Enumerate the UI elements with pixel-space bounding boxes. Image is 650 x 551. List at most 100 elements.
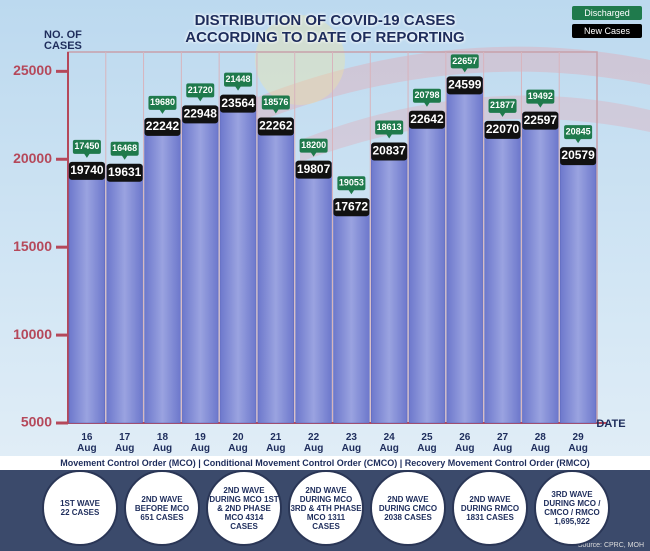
- source: Source: CPRC, MOH: [577, 542, 644, 549]
- discharged-label: 22657: [452, 56, 477, 66]
- value-label: 22642: [410, 112, 444, 126]
- bar: [522, 113, 559, 424]
- flag-sun: [255, 15, 345, 105]
- wave-line: 2ND WAVE: [141, 494, 183, 504]
- value-label: 22948: [184, 107, 218, 121]
- bar: [68, 163, 106, 424]
- value-label-box: [295, 160, 332, 179]
- discharged-label: 21720: [188, 85, 213, 95]
- value-label: 20579: [561, 148, 595, 162]
- x-tick-label: 29 Aug: [568, 432, 588, 454]
- wave-circle: 2ND WAVE DURING MCO 1ST & 2ND PHASE MCO 431…: [206, 470, 282, 546]
- value-label: 23564: [221, 96, 255, 110]
- wave-circle: 2ND WAVE DURING CMCO 2038 CASES: [370, 470, 446, 546]
- wave-line: 2ND WAVE: [469, 494, 511, 504]
- y-tick-label: 20000: [13, 150, 52, 166]
- value-label-box: [68, 161, 105, 180]
- wave-line: 22 CASES: [60, 508, 100, 517]
- value-label-box: [144, 117, 181, 136]
- discharged-label: 18200: [301, 140, 326, 150]
- footer-band: [0, 456, 650, 470]
- discharged-tag-pointer: [386, 134, 393, 139]
- wave-line: CASES: [312, 521, 340, 531]
- x-tick-label: 26 Aug: [455, 432, 475, 454]
- discharged-tag-pointer: [499, 112, 506, 117]
- y-axis-label: NO. OF CASES: [44, 29, 82, 52]
- bar: [257, 119, 294, 424]
- discharged-tag-pointer: [348, 189, 355, 195]
- value-label: 22262: [259, 119, 293, 133]
- value-label: 24599: [448, 78, 482, 92]
- wave-circle: 2ND WAVE BEFORE MCO 651 CASES: [124, 470, 200, 546]
- value-label: 19807: [297, 162, 331, 176]
- legend: Discharged New Cases: [572, 6, 642, 42]
- discharged-label: 17450: [74, 141, 99, 151]
- value-label-box: [560, 147, 597, 166]
- discharged-label: 18576: [263, 97, 288, 107]
- legend-entry: Discharged: [572, 6, 642, 20]
- value-label: 19631: [108, 165, 142, 179]
- wave-line: 3RD WAVE: [551, 490, 593, 499]
- discharged-label: 19680: [150, 97, 175, 107]
- discharged-tag: [375, 120, 404, 135]
- value-label-box: [371, 142, 408, 161]
- discharged-tag: [564, 125, 593, 140]
- value-label-box: [220, 94, 257, 113]
- x-tick-label: 20 Aug: [228, 432, 248, 454]
- discharged-tag: [261, 95, 290, 110]
- x-axis-label: DATE: [596, 418, 626, 430]
- y-tick-label: 15000: [13, 238, 52, 254]
- bar: [446, 78, 483, 424]
- wave-line: & 2ND PHASE: [217, 503, 271, 513]
- wave-circle: 1ST WAVE 22 CASES: [42, 470, 118, 546]
- discharged-tag-pointer: [272, 108, 279, 114]
- value-label: 22597: [524, 113, 558, 127]
- bar: [408, 112, 446, 424]
- x-tick-label: 25 Aug: [417, 432, 437, 454]
- discharged-tag: [110, 141, 139, 156]
- value-label: 20837: [372, 144, 406, 158]
- value-label-box: [484, 120, 521, 139]
- x-tick-label: 19 Aug: [190, 432, 210, 454]
- value-label: 19740: [70, 163, 104, 177]
- wave-line: DURING RMCO: [460, 503, 520, 513]
- discharged-label: 21448: [226, 74, 251, 84]
- value-label-box: [106, 163, 143, 182]
- wave-line: 2038 CASES: [384, 512, 432, 522]
- x-tick-label: 24 Aug: [379, 432, 399, 454]
- discharged-tag: [526, 89, 555, 104]
- x-tick-label: 28 Aug: [530, 432, 551, 454]
- value-label: 17672: [335, 199, 369, 213]
- discharged-tag-pointer: [537, 103, 544, 108]
- wave-circle: 2ND WAVE DURING RMCO 1831 CASES: [452, 470, 528, 546]
- bar: [333, 199, 370, 424]
- discharged-label: 19492: [528, 91, 553, 101]
- title-line: ACCORDING TO DATE OF REPORTING: [185, 29, 465, 46]
- x-tick-label: 16 Aug: [77, 432, 97, 454]
- wave-line: DURING MCO /: [543, 499, 601, 508]
- value-label: 22242: [146, 119, 180, 133]
- bar: [106, 165, 143, 424]
- discharged-label: 20798: [414, 90, 439, 100]
- value-label-box: [257, 117, 294, 136]
- discharged-tag-pointer: [159, 109, 166, 114]
- chart-title: DISTRIBUTION OF COVID-19 CASES ACCORDING…: [170, 12, 480, 46]
- discharged-label: 20845: [566, 126, 591, 136]
- wave-line: 2ND WAVE: [223, 485, 265, 495]
- discharged-tag: [72, 139, 101, 154]
- x-tick-label: 22 Aug: [303, 432, 324, 454]
- bar: [371, 144, 408, 424]
- wave-line: CMCO / RMCO: [544, 508, 600, 517]
- bar: [559, 148, 597, 424]
- discharged-tag-pointer: [235, 86, 242, 91]
- discharged-label: 16468: [112, 143, 137, 153]
- legend-entry: New Cases: [572, 24, 642, 38]
- discharged-tag: [299, 138, 328, 153]
- wave-line: 651 CASES: [140, 512, 184, 522]
- wave-line: DURING MCO: [299, 494, 353, 504]
- bar: [182, 107, 219, 424]
- wave-circle: 2ND WAVE DURING MCO 3RD & 4TH PHASE MCO 131…: [288, 470, 364, 546]
- value-label-box: [333, 198, 370, 217]
